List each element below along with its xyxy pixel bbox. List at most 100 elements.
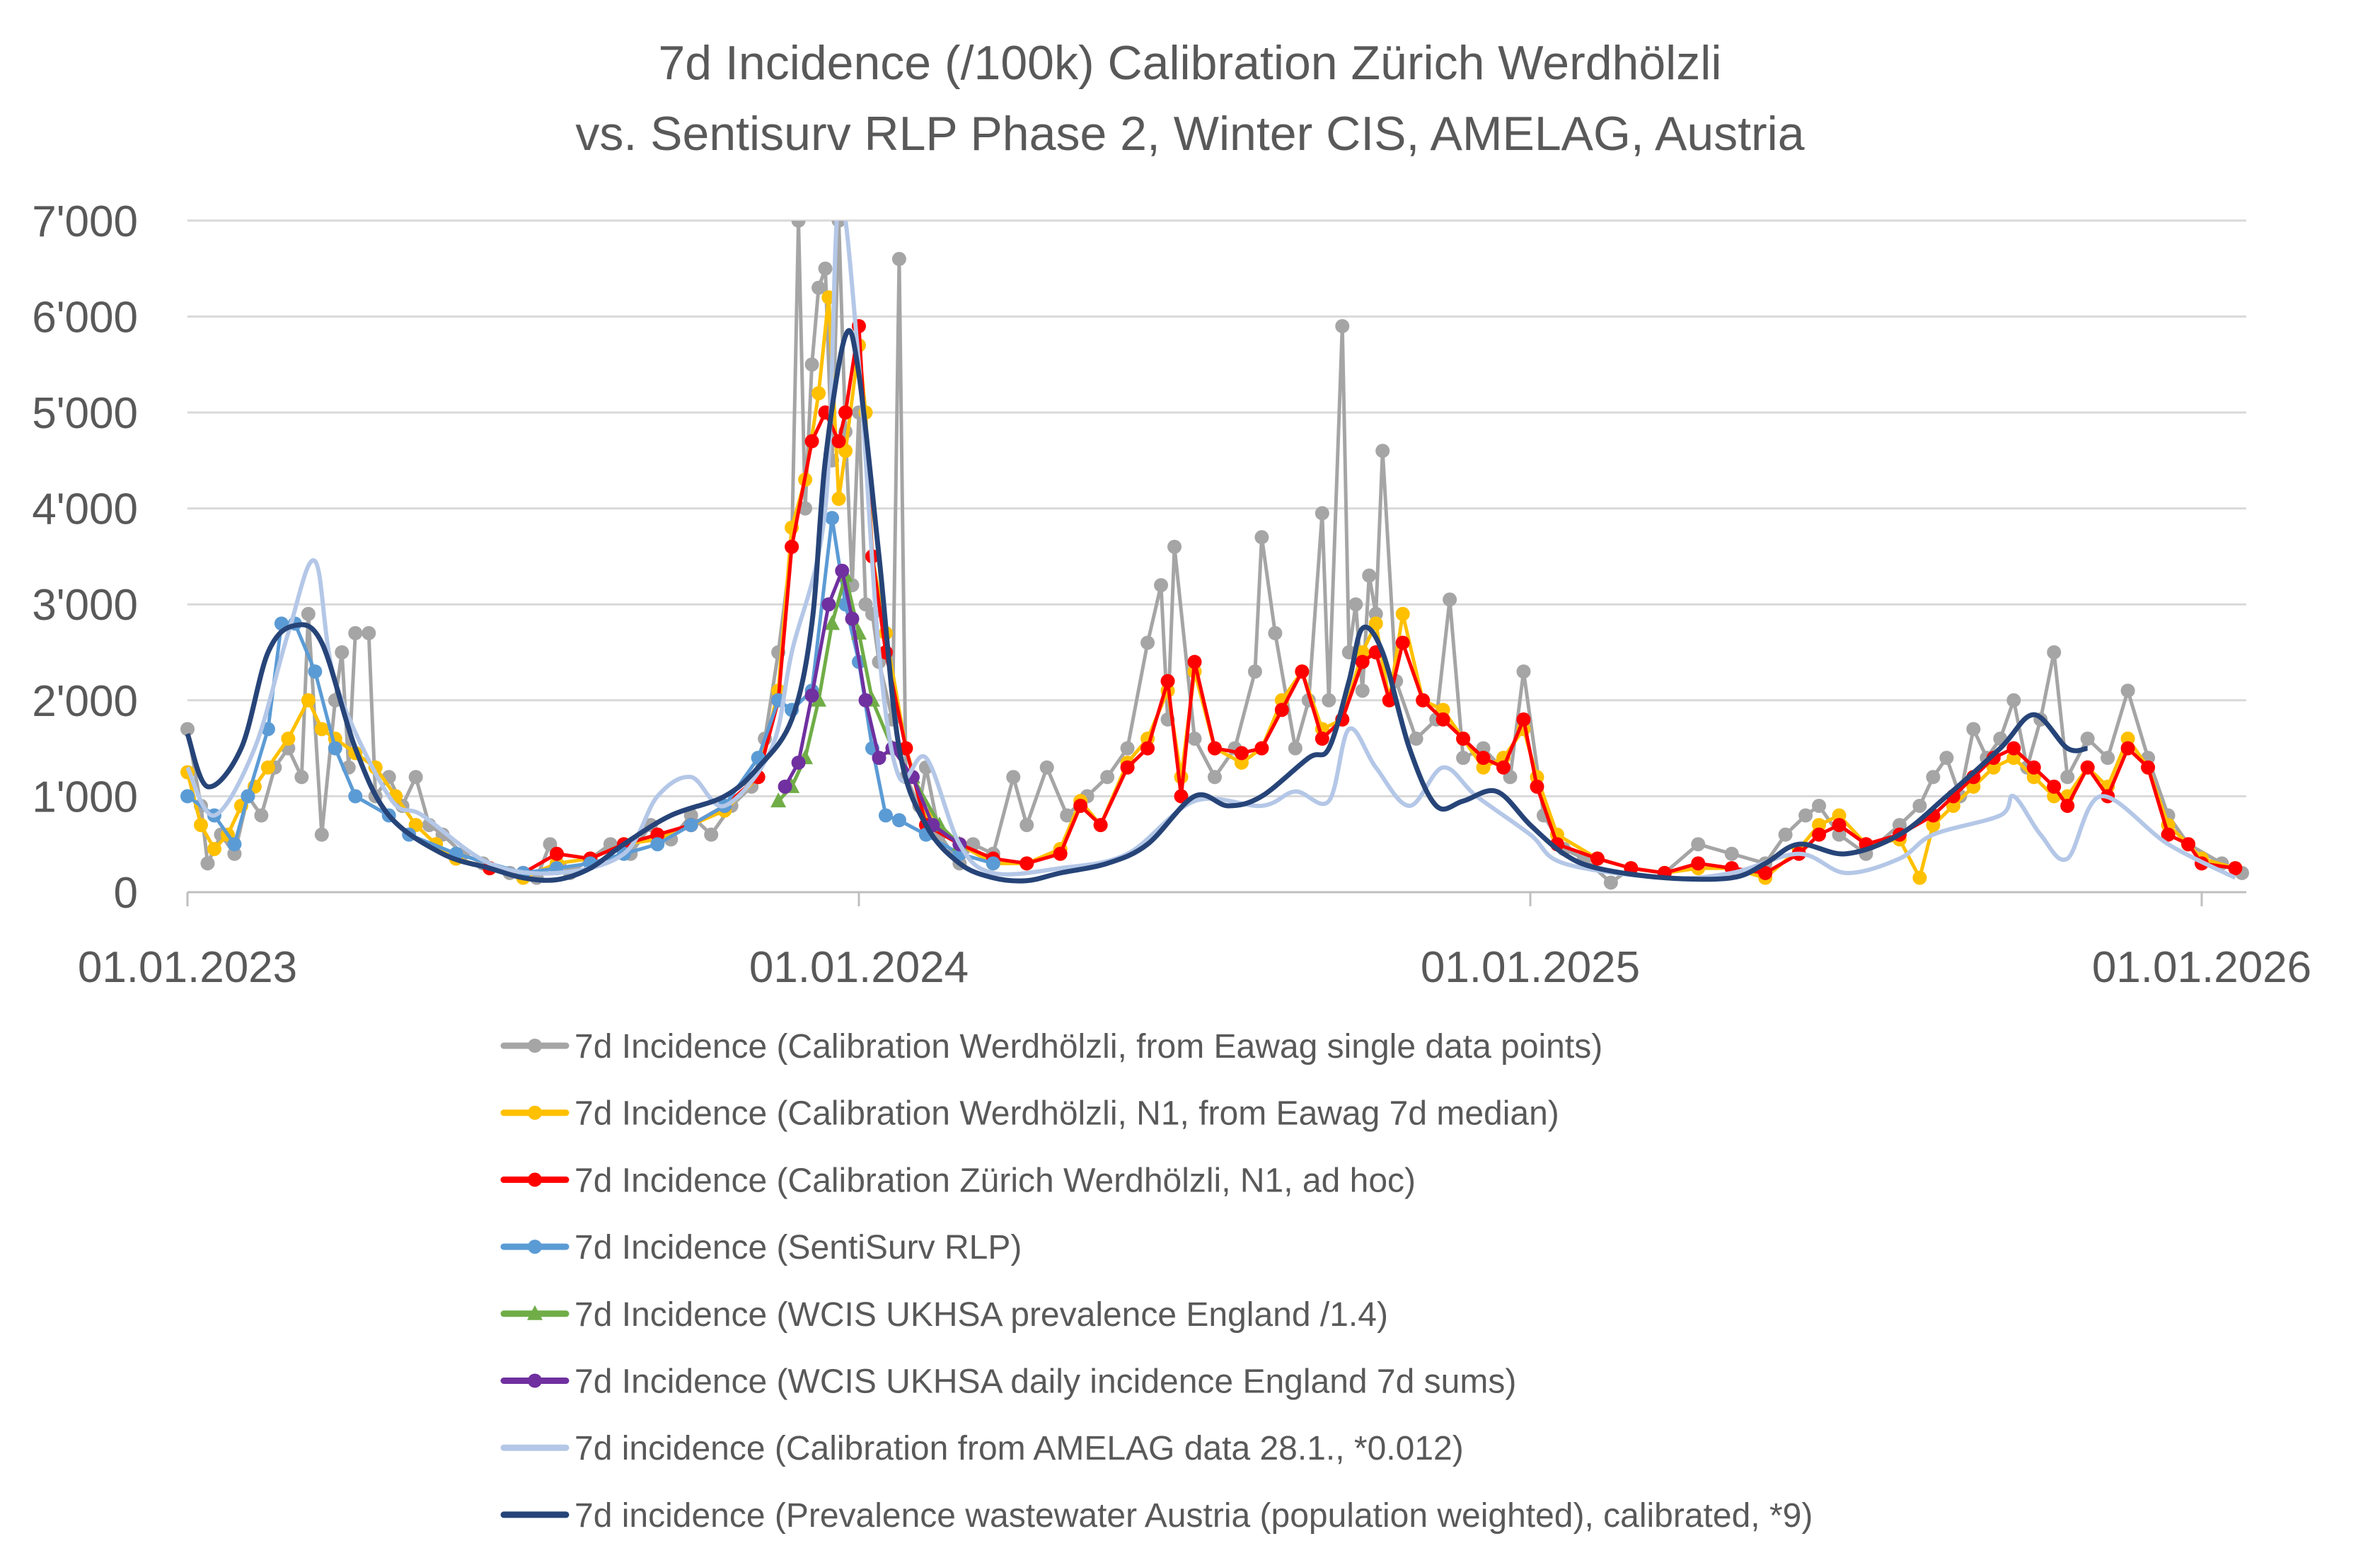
series-3-point	[549, 846, 564, 861]
series-1-point	[1355, 683, 1370, 698]
legend-label: 7d Incidence (Calibration Werdhölzli, fr…	[574, 1028, 1602, 1066]
series-1-point	[1926, 770, 1941, 785]
series-3-point	[1053, 846, 1068, 861]
chart-title: 7d Incidence (/100k) Calibration Zürich …	[658, 36, 1721, 90]
y-tick-label: 4'000	[32, 485, 138, 534]
series-1-point	[1335, 318, 1350, 333]
series-3-point	[1758, 865, 1773, 880]
series-1-point	[1456, 751, 1471, 766]
series-1-point	[811, 280, 826, 295]
series-1-point	[200, 856, 215, 871]
series-1-point	[314, 827, 329, 842]
series-1-point	[1966, 722, 1981, 737]
legend-label: 7d Incidence (WCIS UKHSA prevalence Engl…	[574, 1296, 1388, 1334]
series-3-point	[2026, 760, 2041, 775]
series-3-point	[1456, 732, 1471, 746]
x-tick-label: 01.01.2023	[78, 943, 297, 992]
series-3-point	[1254, 741, 1269, 756]
series-1-point	[2006, 693, 2021, 708]
series-1-point	[335, 645, 350, 659]
series-1-point	[1315, 506, 1329, 521]
legend-item-7: 7d incidence (Calibration from AMELAG da…	[500, 1430, 1464, 1467]
series-2-point	[207, 841, 221, 856]
series-1-point	[1912, 798, 1927, 813]
series-2-point	[314, 722, 329, 737]
series-4-point	[328, 741, 342, 756]
series-4-point	[683, 818, 698, 833]
legend-marker-icon	[528, 1240, 542, 1254]
series-1-point	[294, 770, 309, 785]
series-3-point	[1295, 664, 1310, 679]
series-3-point	[1174, 789, 1189, 804]
series-1-point	[254, 808, 269, 823]
series-1-point	[1140, 635, 1155, 650]
legend-item-3: 7d Incidence (Calibration Zürich Werdhöl…	[500, 1162, 1416, 1199]
series-1-point	[1798, 808, 1813, 823]
legend-item-1: 7d Incidence (Calibration Werdhölzli, fr…	[500, 1028, 1602, 1066]
series-6-point	[858, 693, 873, 708]
series-1-point	[1019, 818, 1034, 833]
series-2-point	[1912, 870, 1927, 885]
series-2-point	[193, 818, 208, 833]
series-3-point	[1160, 674, 1175, 688]
series-1-point	[1154, 578, 1169, 593]
legend-label: 7d Incidence (SentiSurv RLP)	[574, 1229, 1022, 1266]
x-tick-label: 01.01.2024	[749, 943, 969, 992]
series-2-point	[1368, 616, 1383, 631]
series-1-point	[1254, 530, 1269, 545]
series-1-point	[891, 252, 906, 267]
x-tick-label: 01.01.2025	[1421, 943, 1640, 992]
series-3-point	[1812, 827, 1827, 842]
series-1-point	[408, 770, 423, 785]
series-4-point	[180, 789, 195, 804]
series-1-point	[1603, 875, 1618, 890]
series-4-point	[241, 789, 255, 804]
series-3-point	[1530, 779, 1544, 794]
series-1-point	[2080, 732, 2095, 746]
series-2-point	[260, 760, 275, 775]
series-3-point	[1516, 712, 1531, 727]
series-1-point	[1362, 568, 1377, 583]
gridlines	[187, 219, 2246, 894]
series-1-point	[804, 357, 819, 372]
series-7-line	[185, 221, 2236, 881]
legend-item-8: 7d incidence (Prevalence wastewater Aust…	[500, 1497, 1813, 1535]
series-1-point	[1778, 827, 1793, 842]
series-4-point	[227, 837, 242, 852]
series-3-point	[2080, 760, 2095, 775]
series-1-point	[798, 501, 813, 516]
series-6-point	[804, 688, 819, 703]
legend-marker-icon	[528, 1105, 542, 1120]
series-4-point	[825, 511, 840, 526]
series-3-point	[1832, 818, 1847, 833]
series-3-point	[1187, 654, 1202, 669]
series-2-point	[281, 732, 296, 746]
series-1-point	[1691, 837, 1706, 852]
series-1-point	[301, 606, 316, 621]
series-1-point	[362, 625, 376, 640]
series-2-point	[301, 693, 316, 708]
series-3-point	[1207, 741, 1222, 756]
series-3-point	[1590, 851, 1605, 866]
series-1-point	[1247, 664, 1262, 679]
series-2-point	[831, 492, 846, 507]
series-1-point	[1006, 770, 1021, 785]
series-1	[180, 221, 2249, 890]
series-1-point	[1060, 808, 1075, 823]
legend-item-4: 7d Incidence (SentiSurv RLP)	[500, 1229, 1022, 1266]
series-3-point	[831, 434, 846, 449]
legend-label: 7d Incidence (WCIS UKHSA daily incidence…	[574, 1363, 1516, 1401]
series-4-point	[891, 813, 906, 828]
series-1-point	[1939, 751, 1954, 766]
y-tick-label: 6'000	[32, 293, 138, 342]
series-1-point	[1322, 693, 1336, 708]
series-1-point	[818, 261, 833, 276]
series-1-point	[1348, 597, 1363, 612]
plot-area	[180, 221, 2249, 890]
series-1-point	[2060, 770, 2075, 785]
series-3-point	[1496, 760, 1511, 775]
series-5-point	[824, 615, 840, 630]
series-3-point	[1435, 712, 1450, 727]
series-1-point	[1812, 798, 1827, 813]
